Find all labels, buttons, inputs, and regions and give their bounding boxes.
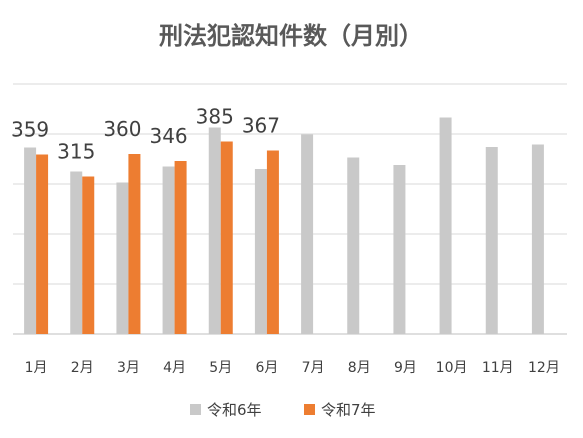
gridlines	[13, 83, 567, 335]
data-label-r7-2: 315	[57, 140, 95, 164]
bar-r7-1	[36, 154, 49, 334]
x-tick-label: 8月	[348, 360, 371, 376]
bar-r6-9	[393, 165, 406, 334]
legend: 令和6年 令和7年	[190, 401, 376, 419]
x-tick-label: 6月	[255, 360, 278, 376]
x-tick-label: 3月	[117, 360, 140, 376]
bar-r6-8	[347, 157, 360, 334]
bars	[24, 117, 544, 334]
legend-swatch-r6	[190, 404, 201, 415]
bar-r6-6	[254, 169, 267, 334]
bar-r6-7	[301, 134, 314, 334]
x-axis-ticks: 1月 2月 3月 4月 5月 6月 7月 8月 9月 10月 11月 12月	[25, 360, 560, 376]
bar-r7-6	[266, 150, 279, 334]
data-label-r7-6: 367	[242, 114, 280, 138]
data-label-r7-1: 359	[11, 118, 49, 142]
bar-r6-3	[116, 182, 129, 334]
bar-r7-4	[174, 161, 187, 334]
bar-r6-1	[24, 147, 37, 334]
bar-r7-5	[220, 141, 233, 334]
x-tick-label: 5月	[209, 360, 232, 376]
bar-r6-10	[439, 117, 452, 334]
x-tick-label: 9月	[394, 360, 417, 376]
data-label-r7-5: 385	[196, 105, 234, 129]
data-labels: 359 315 360 346 385 367	[11, 105, 280, 164]
x-tick-label: 11月	[482, 360, 514, 376]
x-tick-label: 1月	[25, 360, 48, 376]
bar-r6-5	[208, 127, 221, 334]
x-tick-label: 2月	[71, 360, 94, 376]
bar-r7-3	[128, 154, 141, 334]
bar-r6-4	[162, 166, 175, 334]
bar-r7-2	[82, 176, 95, 334]
x-tick-label: 12月	[528, 360, 560, 376]
chart-title: 刑法犯認知件数（月別）	[159, 22, 423, 50]
bar-r6-11	[485, 147, 498, 334]
bar-r6-12	[531, 144, 544, 334]
x-tick-label: 4月	[163, 360, 186, 376]
x-tick-label: 10月	[436, 360, 468, 376]
bar-r6-2	[70, 171, 83, 334]
x-tick-label: 7月	[302, 360, 325, 376]
legend-label-r7: 令和7年	[321, 401, 376, 419]
data-label-r7-3: 360	[103, 117, 141, 141]
data-label-r7-4: 346	[149, 124, 187, 148]
legend-label-r6: 令和6年	[207, 401, 262, 419]
legend-swatch-r7	[304, 404, 315, 415]
